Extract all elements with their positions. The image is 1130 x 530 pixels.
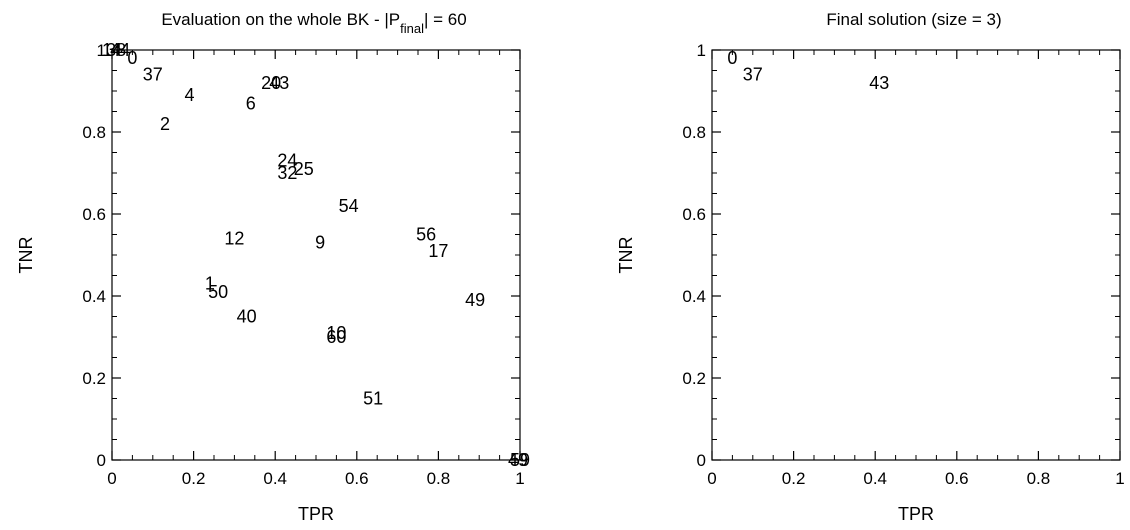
left-point-60: 60 <box>326 327 346 347</box>
left-y-tick-label: 0.6 <box>82 205 106 224</box>
left-point-24: 24 <box>277 151 297 171</box>
right-point-37: 37 <box>743 65 763 85</box>
left-x-axis-label: TPR <box>298 504 334 524</box>
left-point-44: 44 <box>110 40 130 60</box>
right-y-tick-label: 0 <box>697 451 706 470</box>
right-minor-ticks <box>712 50 1120 460</box>
left-y-tick-label: 0 <box>97 451 106 470</box>
right-x-tick-label: 0.2 <box>782 469 806 488</box>
left-point-49: 49 <box>508 450 528 470</box>
left-point-59: 59 <box>510 450 530 470</box>
left-point-4: 4 <box>185 85 195 105</box>
left-point-9: 9 <box>315 233 325 253</box>
left-x-tick-label: 0.2 <box>182 469 206 488</box>
left-point-12: 12 <box>224 229 244 249</box>
left-y-axis-label: TNR <box>16 237 36 274</box>
right-x-tick-label: 1 <box>1115 469 1124 488</box>
left-point-0: 0 <box>127 48 137 68</box>
left-point-37: 37 <box>143 65 163 85</box>
left-y-tick-label: 1 <box>97 41 106 60</box>
left-point-54: 54 <box>339 196 359 216</box>
right-y-tick-label: 0.6 <box>682 205 706 224</box>
right-y-axis-label: TNR <box>616 237 636 274</box>
right-chart-title: Final solution (size = 3) <box>826 10 1001 29</box>
left-x-tick-label: 1 <box>515 469 524 488</box>
left-point-25: 25 <box>294 159 314 179</box>
left-point-38: 38 <box>106 40 126 60</box>
left-plot-frame <box>111 49 521 461</box>
left-point-51: 51 <box>363 389 383 409</box>
right-x-tick-label: 0 <box>707 469 716 488</box>
right-point-43: 43 <box>869 73 889 93</box>
right-plot-frame <box>711 49 1121 461</box>
left-y-tick-label: 0.2 <box>82 369 106 388</box>
left-point-6: 6 <box>246 93 256 113</box>
right-point-0: 0 <box>727 48 737 68</box>
left-x-tick-label: 0.6 <box>345 469 369 488</box>
left-point-49: 49 <box>465 290 485 310</box>
left-y-tick-label: 0.4 <box>82 287 106 306</box>
left-point-20: 20 <box>261 73 281 93</box>
left-point-17: 17 <box>428 241 448 261</box>
right-y-tick-label: 1 <box>697 41 706 60</box>
left-point-10: 10 <box>326 323 346 343</box>
left-point-32: 32 <box>277 163 297 183</box>
right-x-tick-label: 0.6 <box>945 469 969 488</box>
right-x-tick-label: 0.4 <box>863 469 887 488</box>
left-point-43: 43 <box>269 73 289 93</box>
right-y-tick-label: 0.2 <box>682 369 706 388</box>
left-point-1: 1 <box>205 274 215 294</box>
left-point-14: 14 <box>102 40 122 60</box>
right-x-tick-label: 0.8 <box>1027 469 1051 488</box>
right-scatter-panel: Final solution (size = 3) 0 0.2 0.4 0.6 0.8 1… <box>616 10 1125 524</box>
right-y-tick-label: 0.4 <box>682 287 706 306</box>
left-point-2: 2 <box>160 114 170 134</box>
left-y-tick-label: 0.8 <box>82 123 106 142</box>
left-chart-title: Evaluation on the whole BK - |Pfinal| = … <box>161 10 466 36</box>
right-y-tick-label: 0.8 <box>682 123 706 142</box>
left-point-40: 40 <box>237 307 257 327</box>
right-x-axis-label: TPR <box>898 504 934 524</box>
left-scatter-panel: Evaluation on the whole BK - |Pfinal| = … <box>16 10 530 524</box>
left-x-tick-label: 0.4 <box>263 469 287 488</box>
left-minor-ticks <box>112 50 520 460</box>
left-point-50: 50 <box>208 282 228 302</box>
left-point-56: 56 <box>416 225 436 245</box>
left-x-tick-label: 0.8 <box>427 469 451 488</box>
left-x-tick-label: 0 <box>107 469 116 488</box>
